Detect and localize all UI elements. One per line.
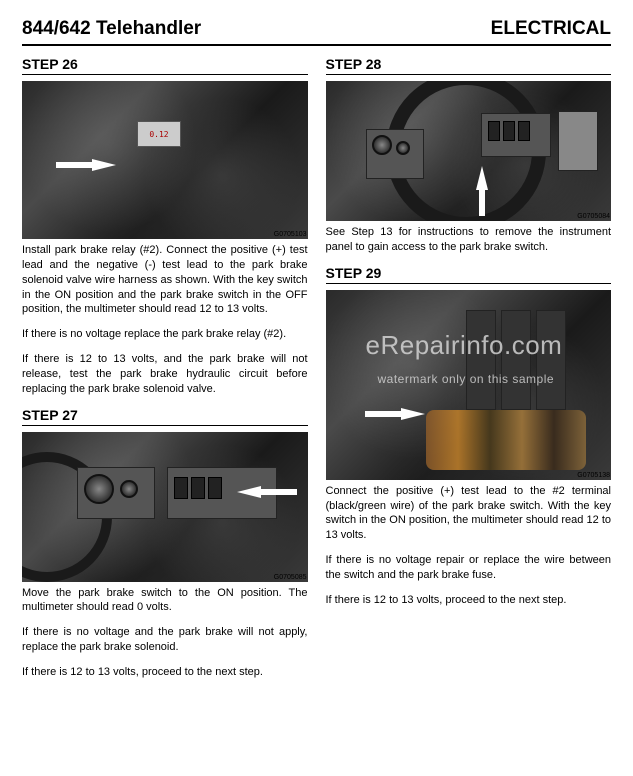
arrow-indicator-icon: [401, 408, 425, 420]
content-columns: STEP 26 0.12 G0705103 Install park brake…: [22, 56, 611, 690]
wire-bundle-icon: [426, 410, 586, 470]
step-29-photo: eRepairinfo.com watermark only on this s…: [326, 290, 612, 480]
step-26-text-3: If there is 12 to 13 volts, and the park…: [22, 352, 308, 397]
step-27-text-3: If there is 12 to 13 volts, proceed to t…: [22, 665, 308, 680]
step-28-header: STEP 28: [326, 56, 612, 75]
switch-icon: [503, 121, 515, 141]
header-title-right: ELECTRICAL: [491, 18, 611, 40]
photo-id-label: G0705103: [274, 231, 307, 238]
relay-block-icon: [501, 310, 531, 410]
step-29-text-2: If there is no voltage repair or replace…: [326, 553, 612, 583]
step-27-header: STEP 27: [22, 407, 308, 426]
arrow-indicator-icon: [476, 166, 488, 190]
left-column: STEP 26 0.12 G0705103 Install park brake…: [22, 56, 308, 690]
step-29-text-1: Connect the positive (+) test lead to th…: [326, 484, 612, 543]
relay-block-icon: [536, 310, 566, 410]
dash-panel-left: [366, 129, 424, 179]
right-column: STEP 28 G0705084 See Step 13 for instruc…: [326, 56, 612, 690]
switch-icon: [208, 477, 222, 499]
step-28-text-1: See Step 13 for instructions to remove t…: [326, 225, 612, 255]
warning-label-icon: [558, 111, 598, 171]
switch-icon: [174, 477, 188, 499]
step-29-header: STEP 29: [326, 265, 612, 284]
switch-icon: [518, 121, 530, 141]
step-27-text-1: Move the park brake switch to the ON pos…: [22, 586, 308, 616]
step-27-text-2: If there is no voltage and the park brak…: [22, 625, 308, 655]
step-26-text-2: If there is no voltage replace the park …: [22, 327, 308, 342]
switch-icon: [191, 477, 205, 499]
step-28-photo: G0705084: [326, 81, 612, 221]
relay-block-icon: [466, 310, 496, 410]
watermark-text: eRepairinfo.com: [366, 330, 563, 361]
page-header: 844/642 Telehandler ELECTRICAL: [22, 18, 611, 46]
arrow-indicator-icon: [237, 486, 261, 498]
gauge-small-icon: [120, 480, 138, 498]
arrow-indicator-icon: [92, 159, 116, 171]
gauge-icon: [372, 135, 392, 155]
step-29-text-3: If there is 12 to 13 volts, proceed to t…: [326, 593, 612, 608]
step-26-header: STEP 26: [22, 56, 308, 75]
switch-row: [174, 477, 222, 499]
step-27-photo: G0705085: [22, 432, 308, 582]
photo-id-label: G0705085: [274, 574, 307, 581]
switch-row: [488, 121, 530, 141]
step-26-photo: 0.12 G0705103: [22, 81, 308, 239]
gauge-small-icon: [396, 141, 410, 155]
multimeter-display: 0.12: [137, 121, 181, 147]
meter-reading: 0.12: [149, 130, 168, 139]
switch-icon: [488, 121, 500, 141]
gauge-icon: [84, 474, 114, 504]
photo-id-label: G0705084: [577, 213, 610, 220]
step-26-text-1: Install park brake relay (#2). Connect t…: [22, 243, 308, 317]
header-title-left: 844/642 Telehandler: [22, 18, 201, 40]
photo-id-label: G0705138: [577, 472, 610, 479]
